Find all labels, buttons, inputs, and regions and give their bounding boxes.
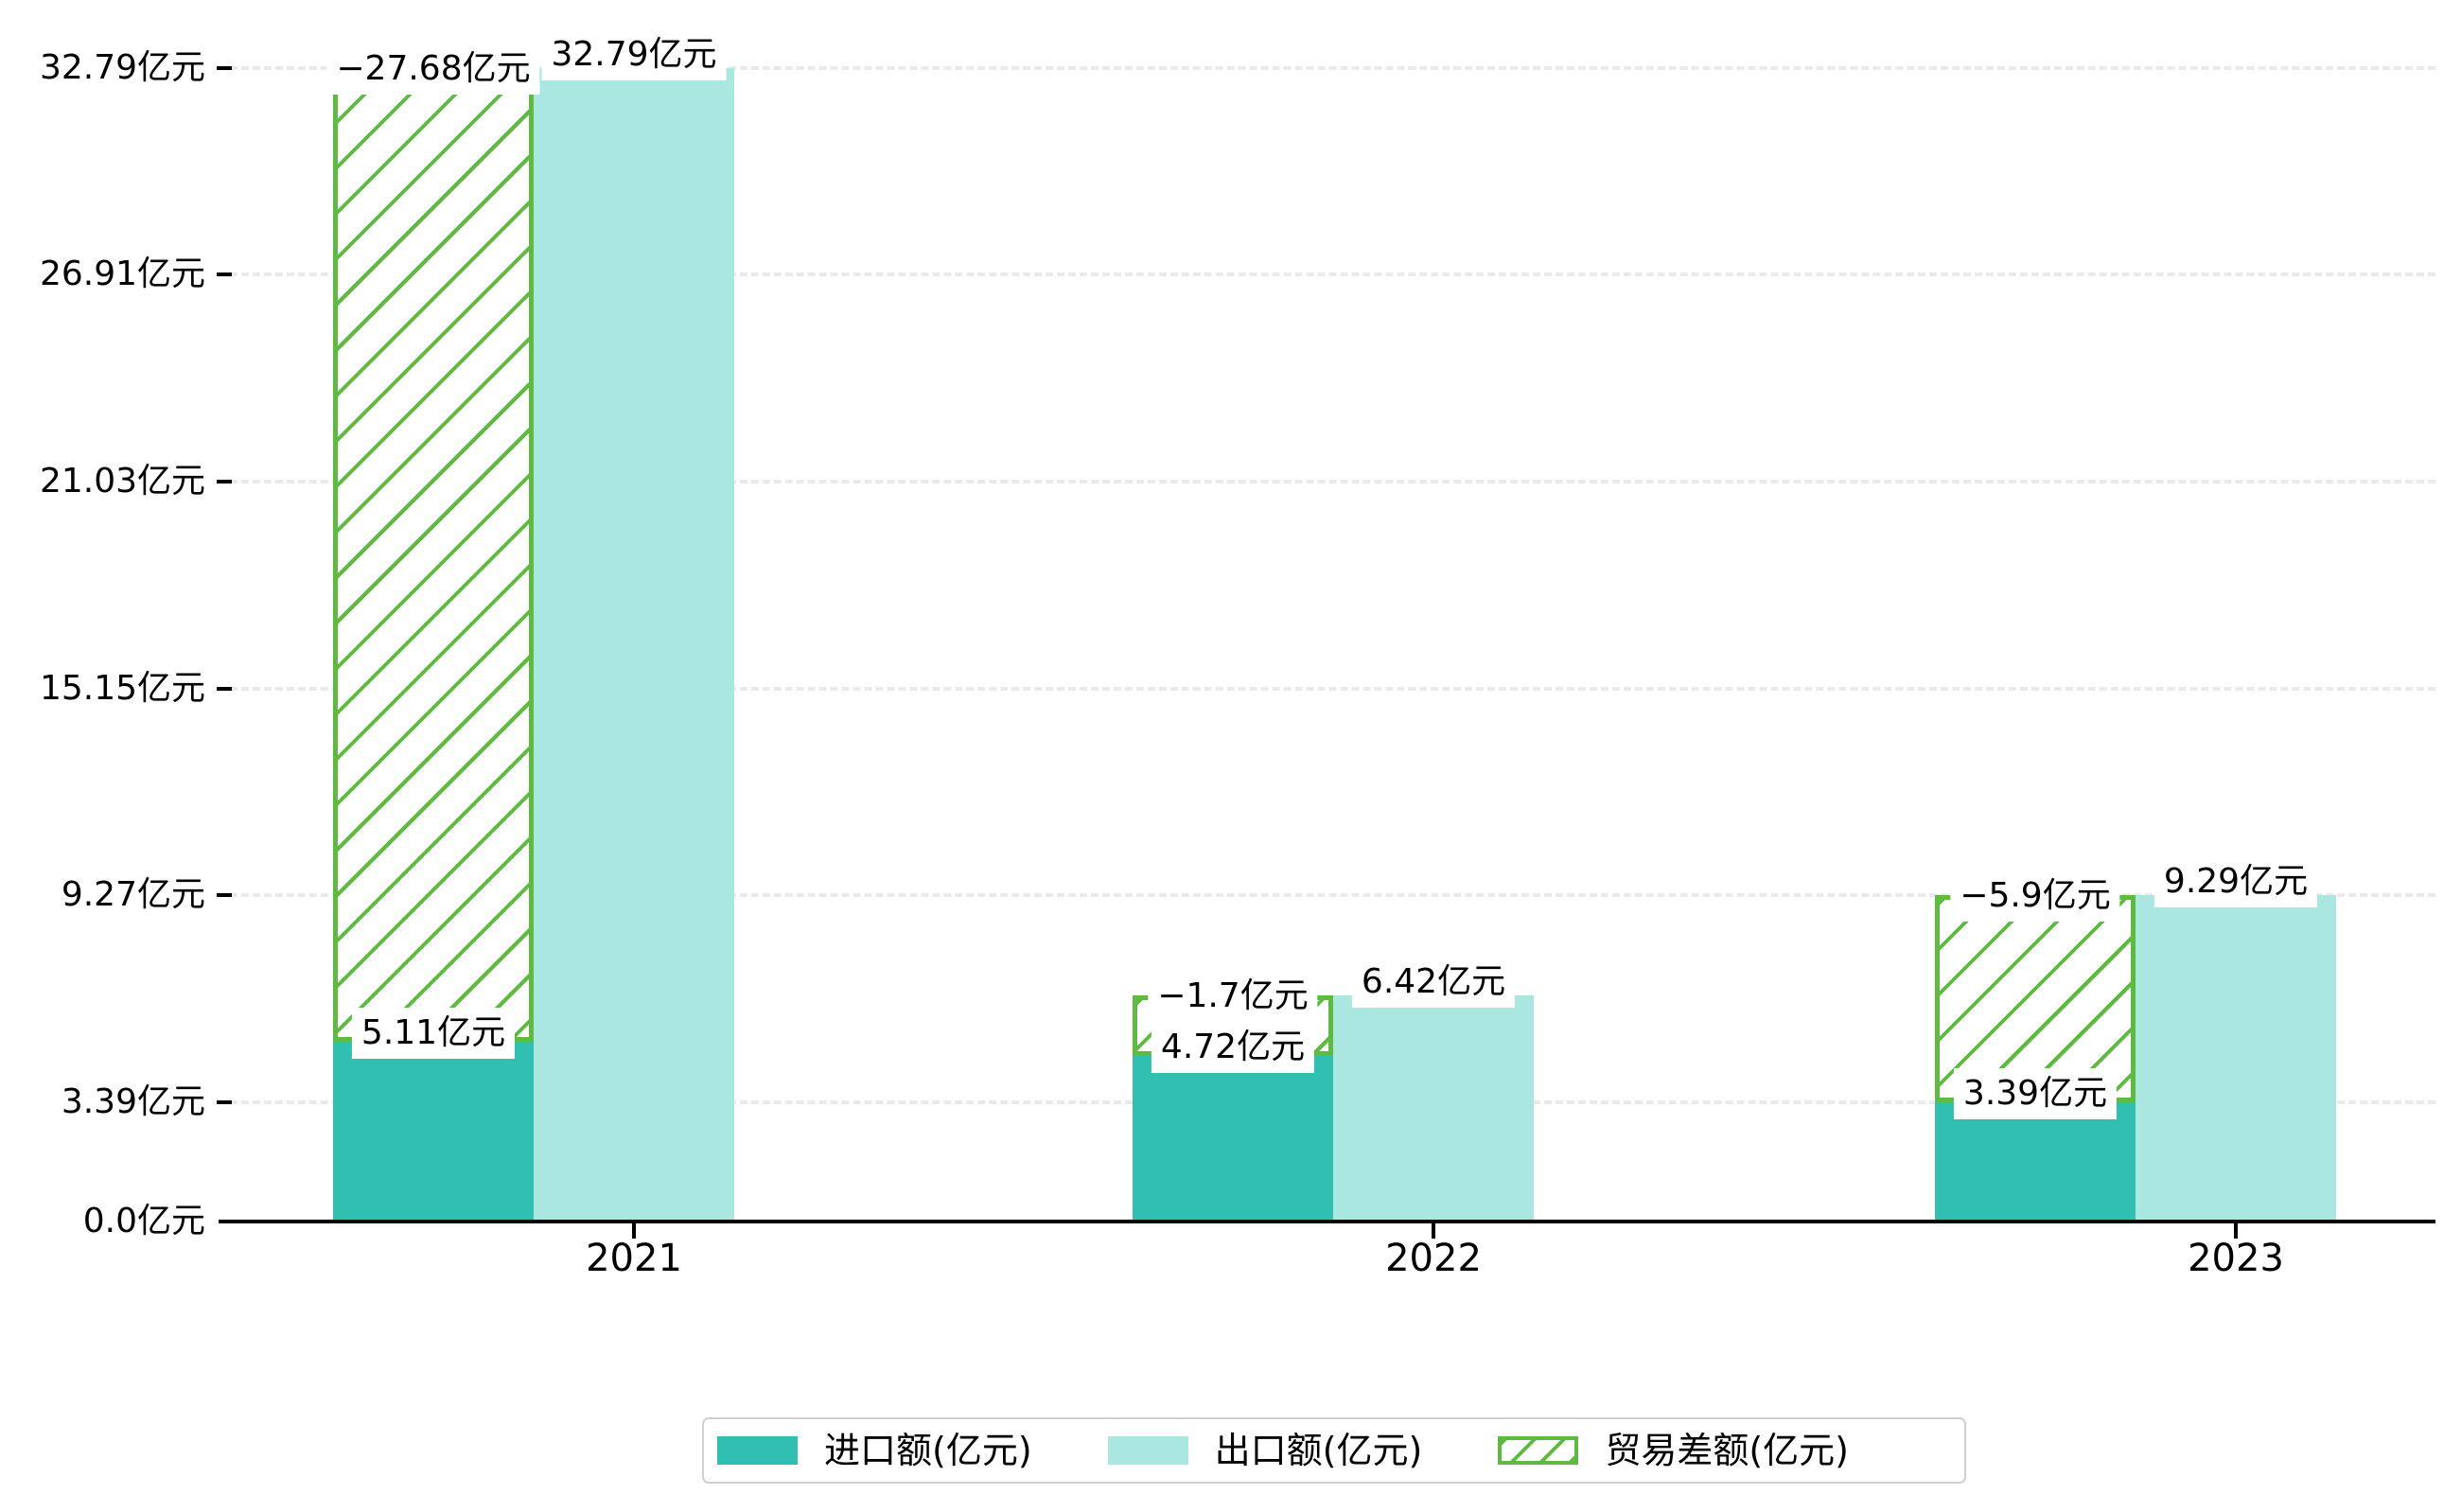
legend-entry-import: 进口额(亿元) <box>717 1431 1032 1470</box>
grid-line <box>219 893 2435 898</box>
export-bar <box>534 67 734 1222</box>
import-bar <box>1133 1055 1333 1222</box>
y-axis-tick-label: 15.15亿元 <box>39 668 205 708</box>
legend-label-import: 进口额(亿元) <box>824 1430 1032 1471</box>
x-axis-category-label: 2023 <box>2188 1237 2284 1280</box>
import-value-label: 4.72亿元 <box>1151 1021 1315 1073</box>
y-axis-tick-label: 26.91亿元 <box>39 255 205 294</box>
y-axis-tick-label: 3.39亿元 <box>61 1081 205 1121</box>
trade-balance-bar <box>333 67 534 1042</box>
trade-balance-value-label: −1.7亿元 <box>1148 971 1318 1023</box>
export-value-label: 9.29亿元 <box>2153 855 2318 907</box>
y-axis-tick-label: 9.27亿元 <box>61 875 205 915</box>
legend-label-export: 出口额(亿元) <box>1214 1430 1423 1471</box>
x-axis-category-label: 2022 <box>1385 1237 1482 1280</box>
grid-line <box>219 686 2435 691</box>
y-axis-tick-label: 21.03亿元 <box>39 462 205 501</box>
import-value-label: 3.39亿元 <box>1953 1067 2118 1119</box>
grid-line <box>219 273 2435 277</box>
y-axis-tick-mark <box>217 65 232 70</box>
x-axis-tick-mark <box>632 1222 636 1239</box>
x-axis-tick-mark <box>1432 1222 1435 1239</box>
y-axis-tick-mark <box>217 273 232 277</box>
y-axis-tick-label: 32.79亿元 <box>39 47 205 87</box>
grid-line <box>219 65 2435 70</box>
y-axis-tick-mark <box>217 893 232 898</box>
grid-line <box>219 480 2435 484</box>
export-bar <box>2136 894 2336 1222</box>
hatch-swatch-icon <box>1498 1436 1579 1465</box>
trade-balance-value-label: −27.68亿元 <box>326 43 540 95</box>
legend-label-trade-balance: 贸易差额(亿元) <box>1605 1430 1849 1471</box>
trade-balance-bar <box>1935 894 2136 1102</box>
import-swatch-icon <box>717 1436 798 1465</box>
export-value-label: 6.42亿元 <box>1351 957 1516 1009</box>
legend: 进口额(亿元) 出口额(亿元) 贸易差额(亿元) <box>702 1417 1966 1484</box>
legend-entry-trade-balance: 贸易差额(亿元) <box>1498 1431 1849 1470</box>
y-axis-tick-mark <box>217 1099 232 1104</box>
y-axis-tick-mark <box>217 480 232 484</box>
export-swatch-icon <box>1107 1436 1188 1465</box>
export-bar <box>1333 995 1534 1222</box>
x-axis-tick-mark <box>2234 1222 2238 1239</box>
import-value-label: 5.11亿元 <box>351 1008 516 1060</box>
import-bar <box>333 1042 534 1222</box>
trade-balance-value-label: −5.9亿元 <box>1950 870 2120 922</box>
legend-entry-export: 出口额(亿元) <box>1107 1430 1423 1471</box>
x-axis-category-label: 2021 <box>586 1237 682 1280</box>
y-axis-tick-label: 0.0亿元 <box>82 1202 205 1240</box>
y-axis-tick-mark <box>217 686 232 691</box>
import-bar <box>1935 1101 2136 1222</box>
export-value-label: 32.79亿元 <box>541 28 727 80</box>
x-axis-line <box>219 1220 2435 1223</box>
